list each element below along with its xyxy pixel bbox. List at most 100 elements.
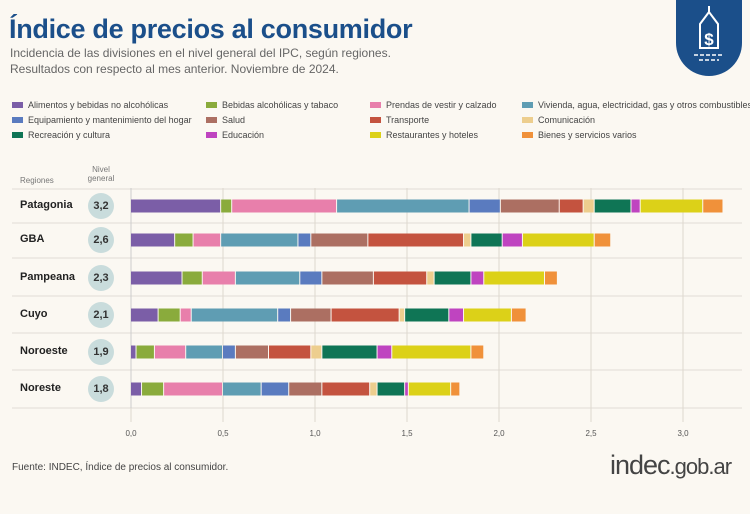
bar-segment [545,271,557,285]
bar-segment [232,199,337,213]
legend-item: Bienes y servicios varios [522,130,637,140]
bar-segment [180,308,191,322]
level-header: Nivel general [87,165,115,183]
region-label: Pampeana [20,271,76,283]
bar-segment [154,345,186,359]
bar-segment [337,199,469,213]
regions-header: Regiones [20,176,54,185]
subtitle: Incidencia de las divisiones en el nivel… [10,46,391,60]
bar-segment [377,382,405,396]
legend-label: Equipamiento y mantenimiento del hogar [28,115,192,125]
bar-segment [235,345,268,359]
bar-segment [631,199,640,213]
legend-item: Transporte [370,115,429,125]
bar-segment [500,199,559,213]
source-note: Fuente: INDEC, Índice de precios al cons… [12,462,229,473]
legend-swatch [206,117,217,123]
bar-segment [522,233,594,247]
legend-item: Recreación y cultura [12,130,110,140]
bar-segment [191,308,278,322]
bar-segment [311,345,322,359]
bar-segment [164,382,222,396]
region-label: Cuyo [20,308,48,320]
bar-segment [322,345,377,359]
bar-segment [511,308,526,322]
legend-swatch [12,117,23,123]
bar-segment [223,345,235,359]
legend-swatch [206,102,217,108]
bar-segment [221,233,298,247]
level-badge: 1,8 [88,376,114,402]
bar-segment [278,308,291,322]
legend-item: Bebidas alcohólicas y tabaco [206,100,338,110]
legend-swatch [370,117,381,123]
bar-segment [449,308,464,322]
bar-segment [202,271,235,285]
bar-segment [142,382,164,396]
bar-segment [370,382,377,396]
x-tick-label: 0,0 [125,429,137,438]
subtitle-period: Resultados con respecto al mes anterior.… [10,62,339,76]
bar-segment [427,271,434,285]
legend-label: Alimentos y bebidas no alcohólicas [28,100,169,110]
bar-segment [300,271,322,285]
legend-item: Comunicación [522,115,595,125]
legend-label: Bienes y servicios varios [538,130,637,140]
legend-swatch [12,132,23,138]
level-badge: 1,9 [88,339,114,365]
bar-segment [464,233,471,247]
legend-swatch [522,102,533,108]
bar-segment [131,271,182,285]
x-tick-label: 1,5 [401,429,413,438]
bar-segment [223,382,261,396]
bar-segment [298,233,311,247]
region-label: GBA [20,233,45,245]
bar-segment [331,308,399,322]
legend-item: Salud [206,115,245,125]
legend-swatch [522,117,533,123]
price-tag-dollar-icon: $ [676,0,742,76]
bar-segment [131,382,142,396]
bar-segment [322,271,373,285]
legend-swatch [12,102,23,108]
bar-segment [235,271,300,285]
bar-segment [322,382,370,396]
level-badge: 2,1 [88,302,114,328]
bar-segment [131,199,221,213]
bar-segment [399,308,405,322]
indec-logo: indec.gob.ar [610,450,732,480]
legend-swatch [370,102,381,108]
bar-segment [261,382,289,396]
region-label: Patagonia [20,199,73,211]
level-badge: 2,6 [88,227,114,253]
region-label: Noreste [20,382,61,394]
bar-segment [311,233,368,247]
bar-segment [469,199,500,213]
stacked-bar-chart: 0,0 0,5 1,0 1,5 2,0 2,5 3,0 [12,188,742,438]
bar-segment [703,199,723,213]
bar-segment [640,199,703,213]
region-label: Noroeste [20,345,68,357]
bar-segment [559,199,583,213]
bar-segment [594,233,611,247]
bar-segment [434,271,471,285]
legend-label: Salud [222,115,246,125]
legend-item: Restaurantes y hoteles [370,130,478,140]
legend-label: Prendas de vestir y calzado [386,100,497,110]
bar-segment [583,199,594,213]
bar-segment [471,233,502,247]
bar-segment [408,382,451,396]
legend-swatch [206,132,217,138]
bar-segment [502,233,522,247]
bar-segment [368,233,464,247]
legend-label: Bebidas alcohólicas y tabaco [222,100,339,110]
legend-label: Educación [222,130,265,140]
legend-swatch [522,132,533,138]
bar-segment [131,308,158,322]
legend-label: Restaurantes y hoteles [386,130,479,140]
bar-segment [484,271,544,285]
bar-segment [392,345,471,359]
legend-item: Alimentos y bebidas no alcohólicas [12,100,168,110]
bar-segment [471,345,484,359]
level-badge: 3,2 [88,193,114,219]
